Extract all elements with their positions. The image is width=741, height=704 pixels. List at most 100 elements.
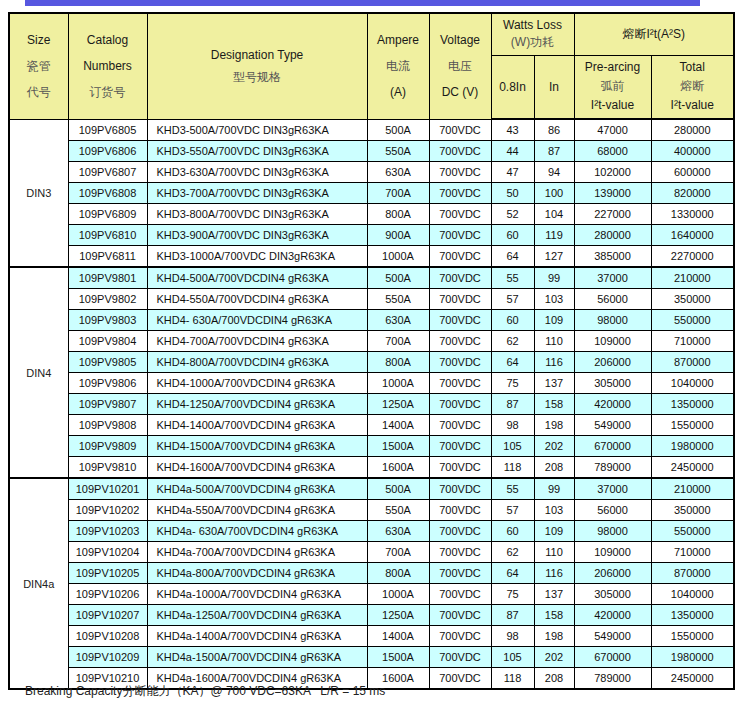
voltage-header-zh: 电压 (430, 53, 491, 79)
table-row: 109PV9804KHD4-700A/700VDCDIN4 gR63KA700A… (9, 331, 734, 352)
ampere-cell: 700A (367, 183, 429, 204)
voltage-cell: 700VDC (429, 478, 491, 500)
table-row: 109PV10205KHD4a-800A/700VDCDIN4 gR63KA80… (9, 563, 734, 584)
watts-08in-cell: 105 (491, 647, 534, 668)
prearcing-i2t-cell: 280000 (574, 225, 651, 246)
ampere-header-unit: (A) (368, 79, 429, 105)
ampere-cell: 1500A (367, 647, 429, 668)
voltage-cell: 700VDC (429, 246, 491, 268)
total-i2t-cell: 870000 (651, 352, 734, 373)
voltage-cell: 700VDC (429, 500, 491, 521)
designation-cell: KHD4-1600A/700VDCDIN4 gR63KA (147, 457, 367, 479)
ampere-header-zh: 电流 (368, 53, 429, 79)
ampere-cell: 500A (367, 267, 429, 289)
catalog-number-cell: 109PV6806 (68, 141, 147, 162)
watts-in-cell: 94 (534, 162, 574, 183)
table-row: 109PV6811KHD3-1000A/700VDC DIN3gR63KA100… (9, 246, 734, 268)
table-header: Size 瓷管 代号 Catalog Numbers 订货号 Designati… (9, 13, 734, 119)
catalog-number-cell: 109PV10201 (68, 478, 147, 500)
prearcing-header-zh: 弧前 (575, 77, 651, 96)
watts-in-cell: 99 (534, 267, 574, 289)
prearcing-i2t-cell: 549000 (574, 415, 651, 436)
watts-in-cell: 87 (534, 141, 574, 162)
catalog-number-cell: 109PV10206 (68, 584, 147, 605)
watts-08in-cell: 64 (491, 246, 534, 268)
ampere-cell: 700A (367, 331, 429, 352)
table-row: DIN4109PV9801KHD4-500A/700VDCDIN4 gR63KA… (9, 267, 734, 289)
designation-header-en: Designation Type (148, 44, 367, 66)
watts-08in-cell: 55 (491, 267, 534, 289)
voltage-cell: 700VDC (429, 310, 491, 331)
prearcing-i2t-cell: 109000 (574, 542, 651, 563)
prearcing-i2t-cell: 670000 (574, 647, 651, 668)
col-header-voltage: Voltage 电压 DC (V) (429, 13, 491, 119)
watts-in-cell: 104 (534, 204, 574, 225)
ampere-cell: 1000A (367, 246, 429, 268)
catalog-number-cell: 109PV10204 (68, 542, 147, 563)
prearcing-i2t-cell: 98000 (574, 310, 651, 331)
voltage-cell: 700VDC (429, 605, 491, 626)
watts-in-cell: 137 (534, 373, 574, 394)
table-row: 109PV6806KHD3-550A/700VDC DIN3gR63KA550A… (9, 141, 734, 162)
table-row: 109PV10208KHD4a-1400A/700VDCDIN4 gR63KA1… (9, 626, 734, 647)
prearcing-i2t-cell: 305000 (574, 584, 651, 605)
top-accent-bar (25, 0, 700, 6)
prearcing-i2t-cell: 670000 (574, 436, 651, 457)
voltage-cell: 700VDC (429, 141, 491, 162)
table-row: 109PV9810KHD4-1600A/700VDCDIN4 gR63KA160… (9, 457, 734, 479)
watts-in-cell: 110 (534, 542, 574, 563)
total-i2t-cell: 1640000 (651, 225, 734, 246)
designation-cell: KHD4a- 630A/700VDCDIN4 gR63KA (147, 521, 367, 542)
catalog-number-cell: 109PV10208 (68, 626, 147, 647)
table-row: 109PV9808KHD4-1400A/700VDCDIN4 gR63KA140… (9, 415, 734, 436)
watts-in-cell: 202 (534, 647, 574, 668)
table-row: 109PV6810KHD3-900A/700VDC DIN3gR63KA900A… (9, 225, 734, 246)
ampere-cell: 1000A (367, 373, 429, 394)
table-row: DIN3109PV6805KHD3-500A/700VDC DIN3gR63KA… (9, 119, 734, 141)
watts-08in-cell: 75 (491, 584, 534, 605)
catalog-number-cell: 109PV6811 (68, 246, 147, 268)
watts-in-cell: 127 (534, 246, 574, 268)
watts-in-cell: 103 (534, 500, 574, 521)
watts-in-cell: 116 (534, 563, 574, 584)
watts-08in-cell: 105 (491, 436, 534, 457)
watts-in-cell: 198 (534, 415, 574, 436)
designation-cell: KHD3-550A/700VDC DIN3gR63KA (147, 141, 367, 162)
voltage-cell: 700VDC (429, 394, 491, 415)
watts-in-label: In (535, 80, 574, 94)
watts-08in-cell: 52 (491, 204, 534, 225)
watts-08in-cell: 62 (491, 331, 534, 352)
ampere-cell: 1250A (367, 394, 429, 415)
watts-08in-cell: 118 (491, 457, 534, 479)
total-i2t-cell: 1350000 (651, 605, 734, 626)
ampere-cell: 800A (367, 563, 429, 584)
table-row: 109PV10207KHD4a-1250A/700VDCDIN4 gR63KA1… (9, 605, 734, 626)
watts-08in-cell: 57 (491, 289, 534, 310)
total-i2t-cell: 600000 (651, 162, 734, 183)
watts-08in-cell: 98 (491, 415, 534, 436)
ampere-cell: 1400A (367, 626, 429, 647)
designation-cell: KHD4a-800A/700VDCDIN4 gR63KA (147, 563, 367, 584)
size-header-zh2: 代号 (10, 79, 68, 105)
watts-08in-label: 0.8In (492, 80, 534, 94)
designation-cell: KHD3-630A/700VDC DIN3gR63KA (147, 162, 367, 183)
designation-cell: KHD4a-1000A/700VDCDIN4 gR63KA (147, 584, 367, 605)
col-header-in: In (534, 55, 574, 119)
size-group-label: DIN4 (9, 267, 68, 478)
col-header-catalog: Catalog Numbers 订货号 (68, 13, 147, 119)
prearcing-i2t-cell: 47000 (574, 119, 651, 141)
watts-08in-cell: 87 (491, 605, 534, 626)
catalog-number-cell: 109PV9804 (68, 331, 147, 352)
prearcing-i2t-cell: 305000 (574, 373, 651, 394)
voltage-cell: 700VDC (429, 457, 491, 479)
watts-08in-cell: 47 (491, 162, 534, 183)
ampere-cell: 630A (367, 162, 429, 183)
total-i2t-cell: 350000 (651, 289, 734, 310)
watts-08in-cell: 50 (491, 183, 534, 204)
designation-cell: KHD4a-700A/700VDCDIN4 gR63KA (147, 542, 367, 563)
watts-08in-cell: 60 (491, 225, 534, 246)
designation-cell: KHD4- 630A/700VDCDIN4 gR63KA (147, 310, 367, 331)
watts-loss-header-en: Watts Loss (492, 17, 574, 34)
voltage-cell: 700VDC (429, 204, 491, 225)
catalog-number-cell: 109PV10207 (68, 605, 147, 626)
